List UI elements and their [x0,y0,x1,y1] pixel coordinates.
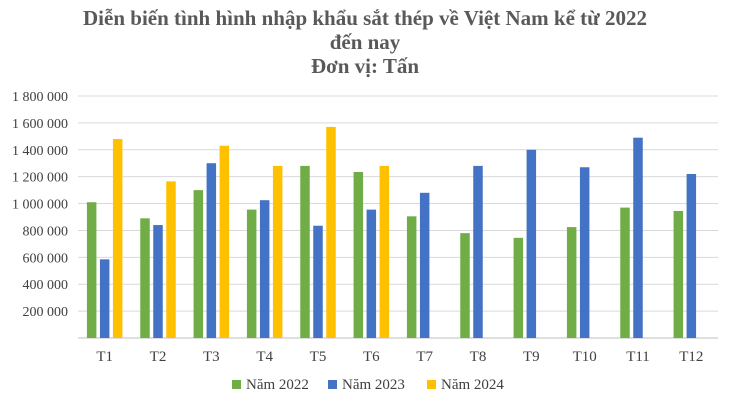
legend-label: Năm 2022 [246,377,309,393]
bar-T5-Năm-2022 [300,165,310,338]
x-tick-label: T5 [310,349,327,365]
bar-T8-Năm-2022 [460,233,470,338]
x-tick-label: T10 [573,349,597,365]
legend-label: Năm 2023 [342,377,405,393]
chart-title-line-2: đến nay [329,30,401,54]
bar-T12-Năm-2023 [686,173,697,338]
gridlines [78,95,718,339]
bar-T1-Năm-2022 [86,202,97,338]
chart-unit-line: Đơn vị: Tấn [310,54,420,78]
y-tick-label: 600 000 [23,251,69,266]
bar-T1-Năm-2024 [112,139,123,338]
bars [86,126,697,338]
bar-T9-Năm-2023 [526,149,537,338]
y-tick-label: 200 000 [23,305,69,320]
y-tick-label: 1 600 000 [12,117,68,132]
bar-T6-Năm-2022 [353,171,364,338]
chart-title: Diễn biến tình hình nhập khẩu sắt thép v… [0,6,730,78]
bar-T10-Năm-2023 [579,167,590,338]
x-tick-label: T9 [523,349,540,365]
bar-T11-Năm-2023 [633,137,643,338]
bar-T7-Năm-2022 [406,216,417,338]
bar-T3-Năm-2023 [206,163,217,338]
x-tick-label: T7 [416,349,433,365]
y-tick-label: 800 000 [23,224,69,239]
bar-T5-Năm-2023 [313,225,323,338]
bar-T2-Năm-2023 [153,225,163,338]
bar-T12-Năm-2022 [673,210,684,338]
bar-T4-Năm-2024 [272,165,283,338]
x-tick-label: T8 [470,349,487,365]
y-tick-label: 1 200 000 [12,171,68,186]
y-tick-label: 1 000 000 [12,198,68,213]
legend-swatch [427,380,436,389]
bar-T4-Năm-2023 [259,200,270,338]
y-tick-label: 1 400 000 [12,144,68,159]
legend-swatch [328,380,337,389]
x-tick-label: T1 [96,349,113,365]
bar-T6-Năm-2023 [366,209,377,338]
bar-T1-Năm-2023 [99,259,110,338]
bar-T5-Năm-2024 [326,126,336,338]
bar-T9-Năm-2022 [513,237,524,338]
y-tick-label: 1 800 000 [12,90,68,105]
x-tick-label: T6 [363,349,380,365]
bar-T10-Năm-2022 [566,227,577,338]
chart-title-line-1: Diễn biến tình hình nhập khẩu sắt thép v… [83,6,647,30]
x-tick-label: T3 [203,349,220,365]
y-axis: 200 000 400 000 600 000 800 000 1 000 000 1 2… [12,90,68,320]
bar-T7-Năm-2023 [419,192,430,338]
legend-swatch [232,380,241,389]
legend: Năm 2022 Năm 2023 Năm 2024 [232,377,504,393]
bar-T2-Năm-2022 [140,218,150,338]
bar-T3-Năm-2022 [193,190,204,338]
y-tick-label: 400 000 [23,278,69,293]
bar-T6-Năm-2024 [379,165,390,338]
x-axis: T1 T2 T3 T4 T5 T6 T7 T8 T9 T10 T11 T12 [96,349,703,365]
bar-T2-Năm-2024 [166,181,176,338]
bar-T8-Năm-2023 [473,165,483,338]
bar-T3-Năm-2024 [219,145,230,338]
x-tick-label: T11 [626,349,650,365]
bar-T4-Năm-2022 [246,209,257,338]
bar-T11-Năm-2022 [620,207,630,338]
x-tick-label: T12 [679,349,703,365]
legend-label: Năm 2024 [441,377,504,393]
x-tick-label: T2 [150,349,167,365]
x-tick-label: T4 [256,349,273,365]
